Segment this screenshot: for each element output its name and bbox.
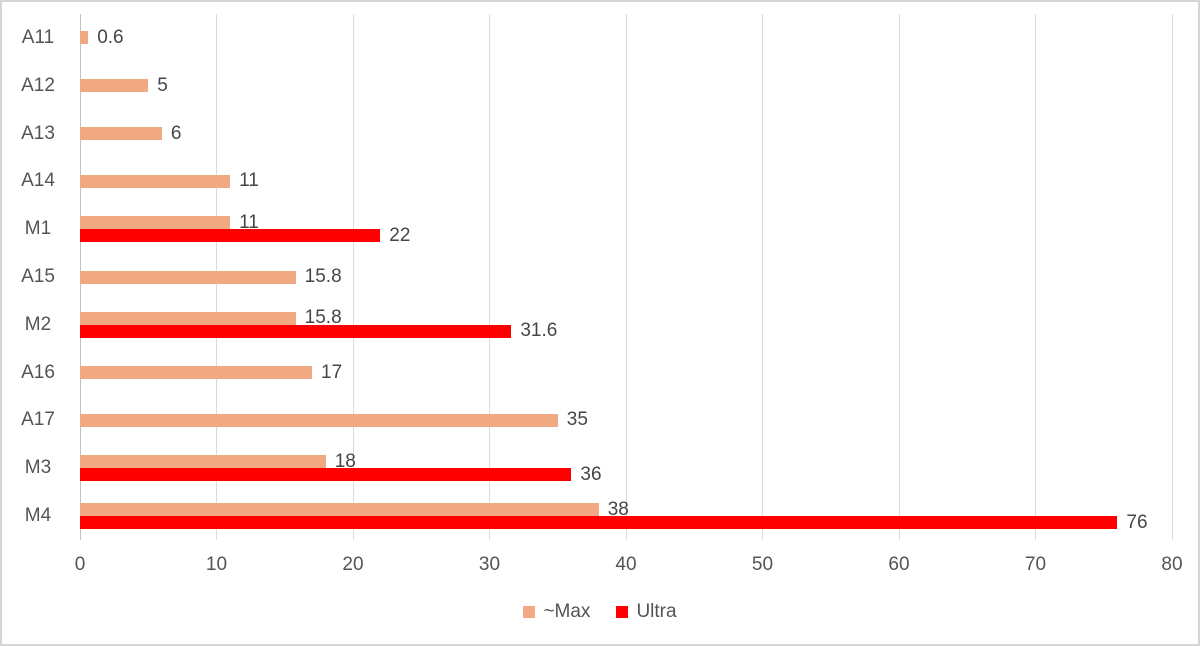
- legend-label: ~Max: [543, 601, 591, 622]
- bar-ultra: [80, 468, 572, 482]
- data-label: 11: [239, 211, 259, 233]
- category-label: A16: [21, 361, 55, 383]
- category-label: A11: [21, 26, 55, 48]
- x-axis-tick-label: 10: [205, 554, 228, 575]
- bar-max: [80, 174, 231, 188]
- legend-swatch-max: [523, 606, 536, 618]
- x-axis-tick-label: 60: [888, 554, 910, 575]
- x-axis-tick-label: 20: [342, 554, 364, 575]
- bar-ultra: [80, 229, 381, 243]
- bar-max: [80, 270, 296, 284]
- bar-max: [80, 366, 313, 380]
- gridline: [898, 14, 900, 540]
- bar-max: [80, 127, 162, 141]
- gridline: [1171, 14, 1173, 540]
- legend: ~Max Ultra: [2, 601, 1198, 623]
- data-label: 38: [607, 498, 629, 520]
- legend-swatch-ultra: [616, 606, 629, 618]
- gridline: [625, 14, 627, 540]
- x-axis-tick-label: 50: [751, 554, 774, 575]
- data-label: 35: [566, 409, 588, 431]
- data-label: 11: [239, 170, 259, 192]
- bar-ultra: [80, 516, 1118, 530]
- gridline: [489, 14, 490, 540]
- bar-max: [80, 311, 296, 325]
- x-axis-tick-label: 80: [1161, 554, 1183, 575]
- data-label: 0.6: [97, 26, 124, 48]
- data-label: 15.8: [304, 266, 342, 287]
- gridline: [762, 14, 763, 540]
- data-label: 5: [157, 74, 168, 96]
- category-label: A14: [21, 170, 55, 192]
- category-label: A17: [21, 409, 55, 431]
- gridline: [352, 14, 354, 540]
- data-label: 17: [321, 361, 343, 383]
- bar-max: [80, 79, 149, 93]
- category-label: M2: [24, 313, 52, 335]
- x-axis-tick-label: 40: [615, 554, 637, 575]
- data-label: 36: [580, 463, 602, 485]
- legend-item: ~Max: [523, 601, 590, 623]
- category-label: A12: [21, 74, 55, 96]
- data-label: 18: [334, 450, 356, 472]
- bar-max: [80, 216, 231, 230]
- data-label: 76: [1126, 511, 1148, 533]
- data-label: 22: [389, 224, 411, 246]
- bar-max: [80, 455, 326, 469]
- category-label: M3: [24, 457, 52, 479]
- category-label: M4: [24, 505, 52, 527]
- x-axis-tick-label: 70: [1024, 554, 1047, 575]
- data-label: 31.6: [520, 320, 558, 342]
- data-label: 15.8: [304, 307, 342, 329]
- bar-max: [80, 31, 89, 45]
- legend-label: Ultra: [636, 601, 677, 622]
- plot-area: 0.6 5 6 11 11 22 15.8 15.8 31.6 17 35 18 36 38 76: [79, 14, 1173, 540]
- gridline: [1035, 14, 1036, 540]
- x-axis-tick-label: 0: [74, 554, 86, 575]
- bar-max: [80, 503, 599, 517]
- bar-ultra: [80, 324, 512, 338]
- legend-item: Ultra: [616, 601, 677, 623]
- category-label: M1: [24, 218, 52, 240]
- category-label: A13: [21, 122, 55, 144]
- bar-max: [80, 413, 558, 427]
- category-label: A15: [21, 266, 55, 287]
- data-label: 6: [170, 122, 182, 144]
- x-axis-tick-label: 30: [478, 554, 501, 575]
